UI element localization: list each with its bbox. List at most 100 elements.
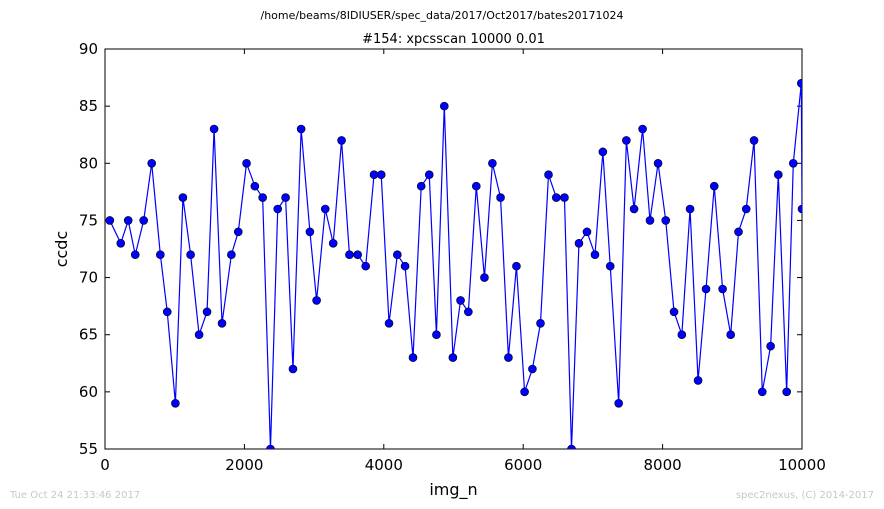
chart-title: #154: xpcsscan 10000 0.01 <box>362 32 545 47</box>
data-point <box>194 330 204 340</box>
data-point <box>782 387 791 397</box>
data-point <box>788 158 798 168</box>
data-point <box>693 376 703 385</box>
data-point <box>250 181 260 191</box>
x-tick-label: 2000 <box>225 456 263 474</box>
data-point <box>328 238 338 248</box>
y-axis-label: ccdc <box>52 231 71 268</box>
data-point <box>464 307 473 317</box>
data-point <box>376 170 386 180</box>
data-point <box>749 136 759 145</box>
data-point <box>629 204 639 214</box>
data-point <box>774 170 783 180</box>
data-point <box>645 216 655 225</box>
data-point <box>345 250 354 260</box>
data-point <box>797 204 802 214</box>
timestamp-footer: Tue Oct 24 21:33:46 2017 <box>9 490 140 501</box>
plot-area <box>104 48 803 450</box>
data-point <box>677 330 687 340</box>
x-tick-label: 6000 <box>504 456 542 474</box>
data-point <box>400 261 410 271</box>
data-point <box>424 170 434 180</box>
data-point <box>178 193 188 202</box>
data-point <box>669 307 679 317</box>
x-axis-label: img_n <box>429 480 477 500</box>
y-tick-label: 60 <box>79 383 98 401</box>
data-point <box>504 353 513 362</box>
data-point <box>337 136 346 145</box>
data-point <box>456 296 465 305</box>
axis-ticks: 0 2000 4000 6000 8000 10000 55 60 65 70 75 80 85 90 <box>79 40 826 474</box>
data-point <box>653 158 663 168</box>
x-tick-label: 10000 <box>778 456 826 474</box>
data-point <box>227 250 236 260</box>
data-point <box>797 78 802 88</box>
data-point <box>123 216 133 225</box>
data-point <box>147 158 156 168</box>
data-point <box>574 238 584 248</box>
data-point <box>590 250 600 260</box>
data-point <box>757 387 767 397</box>
data-point <box>281 193 290 202</box>
data-point <box>709 181 719 191</box>
data-series <box>105 78 802 449</box>
data-point <box>312 296 321 305</box>
data-point <box>320 204 330 214</box>
data-point <box>496 193 505 202</box>
data-point <box>766 341 775 351</box>
data-point <box>217 318 227 328</box>
data-point <box>726 330 735 340</box>
data-point <box>560 193 569 202</box>
data-point <box>384 318 394 328</box>
data-point <box>361 261 370 271</box>
data-point <box>701 284 711 294</box>
data-point <box>139 216 148 225</box>
data-point <box>209 124 219 134</box>
data-point <box>105 216 115 225</box>
data-point <box>273 204 283 214</box>
data-point <box>528 364 537 374</box>
data-point <box>186 250 195 260</box>
data-point <box>156 250 165 260</box>
data-point <box>567 444 576 449</box>
data-point <box>661 216 671 225</box>
data-point <box>233 227 243 237</box>
y-tick-label: 85 <box>79 97 98 115</box>
data-point <box>622 136 631 145</box>
data-point <box>439 101 449 111</box>
data-point <box>242 158 251 168</box>
y-tick-label: 65 <box>79 326 98 344</box>
data-point <box>171 398 180 408</box>
data-point <box>369 170 379 180</box>
data-point <box>734 227 743 237</box>
data-point <box>258 193 267 202</box>
data-point <box>296 124 306 134</box>
data-point <box>512 261 521 271</box>
data-point <box>614 398 623 408</box>
data-point <box>605 261 615 271</box>
data-point <box>520 387 529 397</box>
data-point <box>266 444 275 449</box>
x-tick-label: 4000 <box>365 456 403 474</box>
data-point <box>718 284 727 294</box>
figure-suptitle: /home/beams/8IDIUSER/spec_data/2017/Oct2… <box>261 9 624 22</box>
data-point <box>488 158 497 168</box>
data-point <box>471 181 481 191</box>
data-point <box>416 181 426 191</box>
data-point <box>598 147 608 157</box>
data-point <box>685 204 695 214</box>
y-tick-label: 75 <box>79 211 98 229</box>
data-point <box>432 330 441 340</box>
y-tick-label: 80 <box>79 154 98 172</box>
data-point <box>353 250 362 260</box>
data-point <box>448 353 458 362</box>
data-point <box>536 318 545 328</box>
y-tick-label: 55 <box>79 440 98 458</box>
x-tick-label: 8000 <box>644 456 682 474</box>
data-point <box>162 307 172 317</box>
data-point <box>202 307 212 317</box>
data-point <box>305 227 315 237</box>
credit-footer: spec2nexus, (C) 2014-2017 <box>736 490 874 501</box>
data-point <box>408 353 418 362</box>
